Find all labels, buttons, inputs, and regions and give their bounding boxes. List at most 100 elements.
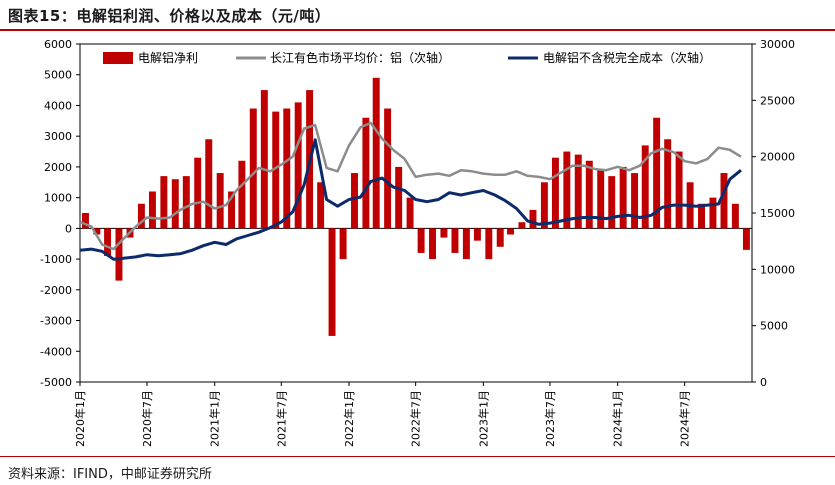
profit-bar	[540, 182, 548, 229]
profit-bar	[485, 228, 493, 260]
right-axis-tick-label: 20000	[760, 151, 795, 164]
profit-bar	[339, 228, 347, 260]
profit-bar	[641, 145, 649, 229]
right-axis-tick-label: 15000	[760, 207, 795, 220]
profit-bar	[473, 228, 481, 241]
profit-bar	[216, 173, 224, 229]
profit-bar	[328, 228, 336, 336]
left-axis-tick-label: 6000	[44, 38, 72, 51]
profit-bar	[171, 179, 179, 229]
x-axis-tick-label: 2024年1月	[611, 390, 625, 447]
profit-bar	[228, 191, 236, 229]
profit-bar	[384, 108, 392, 229]
legend-label-cost: 电解铝不含税完全成本（次轴）	[543, 50, 711, 65]
profit-bar	[372, 77, 380, 229]
source-note: 资料来源：IFIND，中邮证券研究所	[8, 467, 212, 482]
profit-bar	[496, 228, 504, 247]
legend-swatch-profit	[103, 52, 133, 64]
right-axis-tick-label: 5000	[760, 320, 788, 333]
dual-axis-chart: 6000500040003000200010000-1000-2000-3000…	[40, 38, 795, 447]
profit-bar	[664, 139, 672, 229]
profit-bar	[529, 209, 537, 229]
right-axis-tick-label: 0	[760, 376, 767, 389]
title-divider	[0, 29, 835, 31]
plot-frame	[79, 43, 753, 383]
profit-bar	[351, 173, 358, 229]
profit-bar	[518, 222, 526, 229]
legend-label-profit: 电解铝净利	[138, 50, 198, 65]
cost-line	[79, 138, 742, 261]
profit-bar	[395, 166, 403, 229]
left-axis-tick-label: -2000	[40, 284, 72, 297]
profit-bar	[93, 228, 101, 235]
profit-bar	[451, 228, 459, 253]
chart-title: 图表15：电解铝利润、价格以及成本（元/吨）	[8, 7, 331, 25]
profit-bar	[429, 228, 436, 260]
right-axis-tick-label: 30000	[760, 38, 795, 51]
profit-bar	[238, 160, 246, 229]
profit-bar	[731, 203, 739, 229]
profit-bar	[585, 160, 593, 229]
x-axis-tick-label: 2023年1月	[476, 390, 490, 447]
profit-bar	[675, 151, 683, 229]
profit-bar	[608, 176, 616, 229]
x-axis-tick-label: 2022年7月	[409, 390, 423, 447]
left-axis-tick-label: 1000	[44, 192, 72, 205]
profit-bar	[709, 197, 717, 229]
profit-bar	[205, 139, 213, 229]
profit-bar	[507, 228, 515, 235]
profit-bar	[160, 176, 168, 229]
profit-bar	[563, 151, 571, 229]
profit-bar	[597, 169, 605, 229]
left-axis-tick-label: 0	[65, 222, 72, 235]
profit-bar	[653, 117, 661, 229]
x-axis-tick-label: 2020年1月	[73, 390, 87, 447]
x-axis-tick-label: 2021年1月	[208, 390, 222, 447]
profit-bar	[698, 203, 706, 229]
profit-bar	[362, 117, 370, 229]
x-axis-tick-label: 2022年1月	[342, 390, 356, 447]
profit-bar	[260, 90, 268, 229]
left-axis-tick-label: -3000	[40, 315, 72, 328]
left-axis-tick-label: -1000	[40, 253, 72, 266]
profit-bar	[82, 213, 89, 229]
profit-bar	[631, 173, 639, 229]
profit-bar	[137, 203, 145, 229]
profit-bar	[551, 157, 559, 229]
left-axis-tick-label: 4000	[44, 99, 72, 112]
profit-bar	[462, 228, 470, 260]
right-axis-tick-label: 25000	[760, 94, 795, 107]
profit-bar	[406, 197, 414, 229]
profit-bar	[104, 228, 112, 257]
left-axis-tick-label: -5000	[40, 376, 72, 389]
title-bar: 图表15：电解铝利润、价格以及成本（元/吨）	[0, 0, 835, 31]
profit-bar	[148, 191, 156, 229]
right-axis-tick-label: 10000	[760, 263, 795, 276]
profit-bar	[115, 228, 123, 281]
left-axis-tick-label: 2000	[44, 161, 72, 174]
left-axis-tick-label: 5000	[44, 69, 72, 82]
legend-label-price: 长江有色市场平均价：铝（次轴）	[270, 50, 450, 65]
profit-bar	[182, 176, 190, 229]
left-axis-tick-label: 3000	[44, 130, 72, 143]
left-axis-tick-label: -4000	[40, 345, 72, 358]
profit-bar	[742, 228, 750, 250]
x-axis-tick-label: 2020年7月	[140, 390, 154, 447]
profit-bar	[283, 108, 291, 229]
profit-bar	[574, 154, 582, 229]
profit-bar	[619, 166, 627, 229]
profit-bar	[294, 102, 302, 229]
source-divider	[0, 456, 835, 457]
x-axis-tick-label: 2024年7月	[678, 390, 692, 447]
profit-bar	[440, 228, 448, 238]
chart-container: 6000 5000 4000 3000 2000 1000 0 -1000 -2000 -3000…	[0, 32, 835, 454]
price-line	[79, 121, 742, 251]
profit-bar	[272, 111, 280, 229]
x-axis-tick-label: 2021年7月	[274, 390, 288, 447]
profit-bar	[720, 173, 728, 229]
x-axis-tick-label: 2023年7月	[543, 390, 557, 447]
profit-bar	[317, 182, 325, 229]
profit-bar	[194, 157, 202, 229]
profit-bar	[417, 228, 425, 253]
profit-bar	[249, 108, 257, 229]
